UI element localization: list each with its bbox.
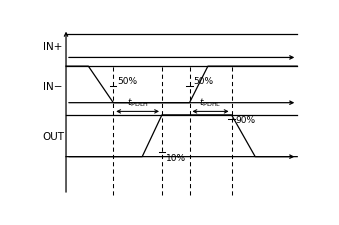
Text: 50%: 50%	[194, 77, 214, 86]
Text: IN−: IN−	[43, 82, 63, 92]
Text: IN+: IN+	[43, 42, 63, 52]
Text: 90%: 90%	[236, 115, 256, 124]
Text: $t_{\rm PDHL}$: $t_{\rm PDHL}$	[199, 96, 222, 109]
Text: $t_{\rm PDLH}$: $t_{\rm PDLH}$	[127, 96, 148, 109]
Text: 50%: 50%	[117, 77, 137, 86]
Text: OUT: OUT	[42, 131, 64, 141]
Text: 10%: 10%	[166, 154, 186, 163]
